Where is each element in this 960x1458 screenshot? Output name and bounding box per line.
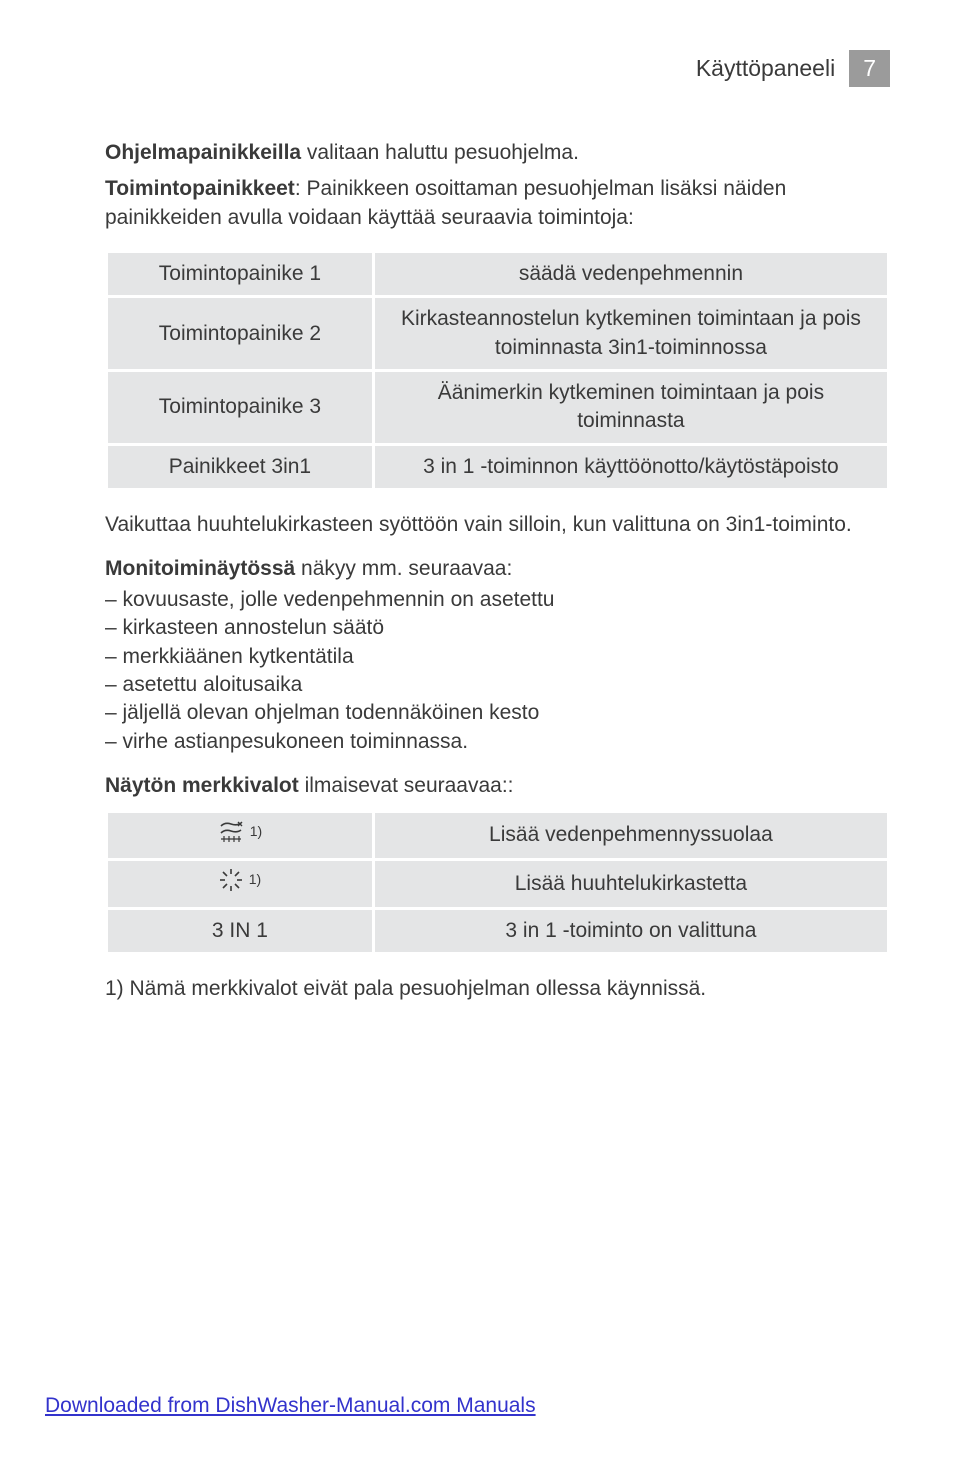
button-desc-cell: säädä vedenpehmennin [375,253,887,295]
mono-bold: Monitoiminäytössä [105,557,295,580]
table-row: 1) Lisää vedenpehmennyssuolaa [108,813,887,857]
ind-bold: Näytön merkkivalot [105,774,299,797]
table-row: Toimintopainike 1säädä vedenpehmennin [108,253,887,295]
table-row: 1) Lisää huuhtelukirkastetta [108,861,887,907]
list-item: kirkasteen annostelun säätö [105,614,890,642]
button-desc-cell: Kirkasteannostelun kytkeminen toimintaan… [375,298,887,369]
button-desc-cell: Äänimerkin kytkeminen toimintaan ja pois… [375,372,887,443]
table-row: Painikkeet 3in13 in 1 -toiminnon käyttöö… [108,446,887,488]
intro1-rest: valitaan haluttu pesuohjelma. [301,141,579,164]
indicator-symbol-cell: 1) [108,861,372,907]
button-name-cell: Toimintopainike 2 [108,298,372,369]
button-desc-cell: 3 in 1 -toiminnon käyttöönotto/käytöstäp… [375,446,887,488]
after-table-note: Vaikuttaa huuhtelukirkasteen syöttöön va… [105,511,890,539]
footnote-ref: 1) [250,822,262,841]
display-bullets: kovuusaste, jolle vedenpehmennin on aset… [105,586,890,756]
button-name-cell: Painikkeet 3in1 [108,446,372,488]
indicators-table: 1) Lisää vedenpehmennyssuolaa 1) Lisää huuh… [105,810,890,955]
salt-icon [218,820,244,842]
list-item: virhe astianpesukoneen toiminnassa. [105,728,890,756]
footer-download-link[interactable]: Downloaded from DishWasher-Manual.com Ma… [45,1392,536,1420]
indicators-intro: Näytön merkkivalot ilmaisevat seuraavaa:… [105,772,890,800]
list-item: kovuusaste, jolle vedenpehmennin on aset… [105,586,890,614]
header-section-title: Käyttöpaneeli [696,53,835,84]
list-item: merkkiäänen kytkentätila [105,643,890,671]
list-item: jäljellä olevan ohjelman todennäköinen k… [105,699,890,727]
intro-line-1: Ohjelmapainikkeilla valitaan haluttu pes… [105,139,890,167]
mono-rest: näkyy mm. seuraavaa: [295,557,512,580]
indicator-desc-cell: 3 in 1 -toiminto on valittuna [375,910,887,952]
rinse-aid-icon [219,868,243,892]
page-header: Käyttöpaneeli 7 [105,50,890,87]
display-intro: Monitoiminäytössä näkyy mm. seuraavaa: [105,555,890,583]
footnote: 1) Nämä merkkivalot eivät pala pesuohjel… [105,975,890,1003]
indicator-symbol-cell: 1) [108,813,372,857]
table-row: 3 IN 1 3 in 1 -toiminto on valittuna [108,910,887,952]
intro1-bold: Ohjelmapainikkeilla [105,141,301,164]
header-page-number: 7 [849,50,890,87]
ind-rest: ilmaisevat seuraavaa:: [299,774,514,797]
indicator-symbol-cell: 3 IN 1 [108,910,372,952]
table-row: Toimintopainike 2Kirkasteannostelun kytk… [108,298,887,369]
function-buttons-table: Toimintopainike 1säädä vedenpehmenninToi… [105,250,890,491]
button-name-cell: Toimintopainike 1 [108,253,372,295]
intro-line-2: Toimintopainikkeet: Painikkeen osoittama… [105,175,890,232]
button-name-cell: Toimintopainike 3 [108,372,372,443]
indicator-desc-cell: Lisää vedenpehmennyssuolaa [375,813,887,857]
list-item: asetettu aloitusaika [105,671,890,699]
footnote-ref: 1) [249,870,261,889]
table-row: Toimintopainike 3Äänimerkin kytkeminen t… [108,372,887,443]
intro2-bold: Toimintopainikkeet [105,177,295,200]
indicator-desc-cell: Lisää huuhtelukirkastetta [375,861,887,907]
indicator-label: 3 IN 1 [212,917,268,945]
